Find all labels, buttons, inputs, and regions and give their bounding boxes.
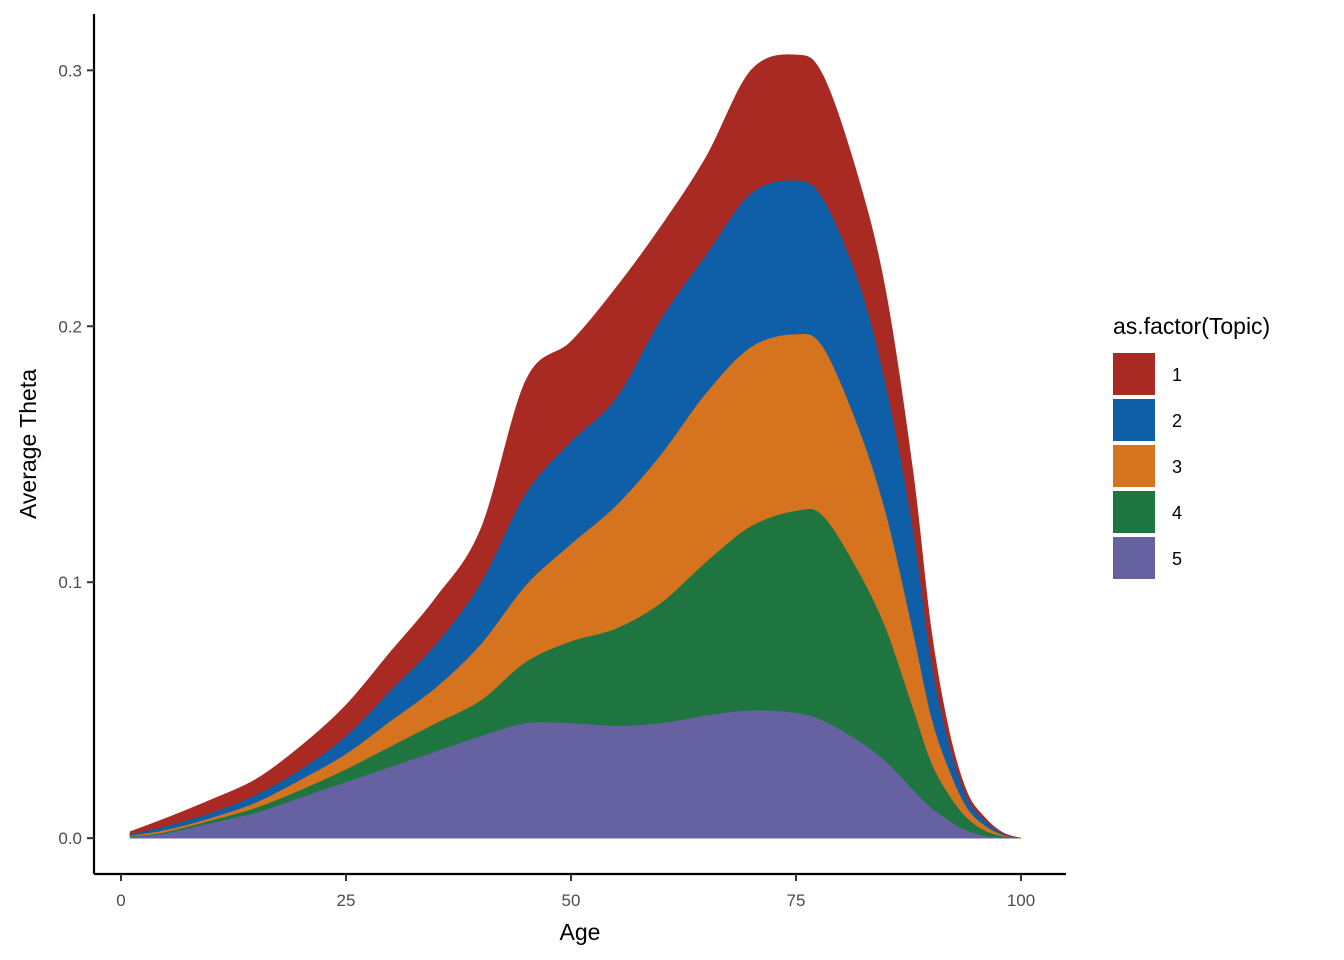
legend-label-4: 4 bbox=[1172, 503, 1182, 523]
y-axis-ticks: 0.0 0.1 0.2 0.3 bbox=[58, 61, 94, 848]
legend-swatch-5 bbox=[1113, 537, 1155, 579]
legend-keys: 1 2 3 4 5 bbox=[1113, 353, 1182, 579]
x-tick-label: 50 bbox=[562, 891, 581, 910]
legend-label-1: 1 bbox=[1172, 365, 1182, 385]
y-tick-label: 0.0 bbox=[58, 829, 82, 848]
x-tick-label: 100 bbox=[1007, 891, 1035, 910]
y-tick-label: 0.3 bbox=[58, 61, 82, 80]
legend-swatch-2 bbox=[1113, 399, 1155, 441]
legend-swatch-3 bbox=[1113, 445, 1155, 487]
x-tick-label: 25 bbox=[337, 891, 356, 910]
legend-title: as.factor(Topic) bbox=[1113, 313, 1270, 339]
area-layers bbox=[129, 54, 1022, 839]
legend-label-2: 2 bbox=[1172, 411, 1182, 431]
x-axis-title: Age bbox=[560, 919, 601, 945]
x-tick-label: 0 bbox=[116, 891, 125, 910]
legend-label-3: 3 bbox=[1172, 457, 1182, 477]
legend: as.factor(Topic) 1 2 3 4 5 bbox=[1113, 313, 1270, 579]
y-tick-label: 0.1 bbox=[58, 573, 82, 592]
y-axis-title: Average Theta bbox=[15, 369, 41, 519]
x-tick-label: 75 bbox=[787, 891, 806, 910]
legend-swatch-4 bbox=[1113, 491, 1155, 533]
x-axis-ticks: 0 25 50 75 100 bbox=[116, 874, 1035, 910]
area-topic-1 bbox=[129, 54, 1022, 839]
y-tick-label: 0.2 bbox=[58, 317, 82, 336]
legend-swatch-1 bbox=[1113, 353, 1155, 395]
legend-label-5: 5 bbox=[1172, 549, 1182, 569]
